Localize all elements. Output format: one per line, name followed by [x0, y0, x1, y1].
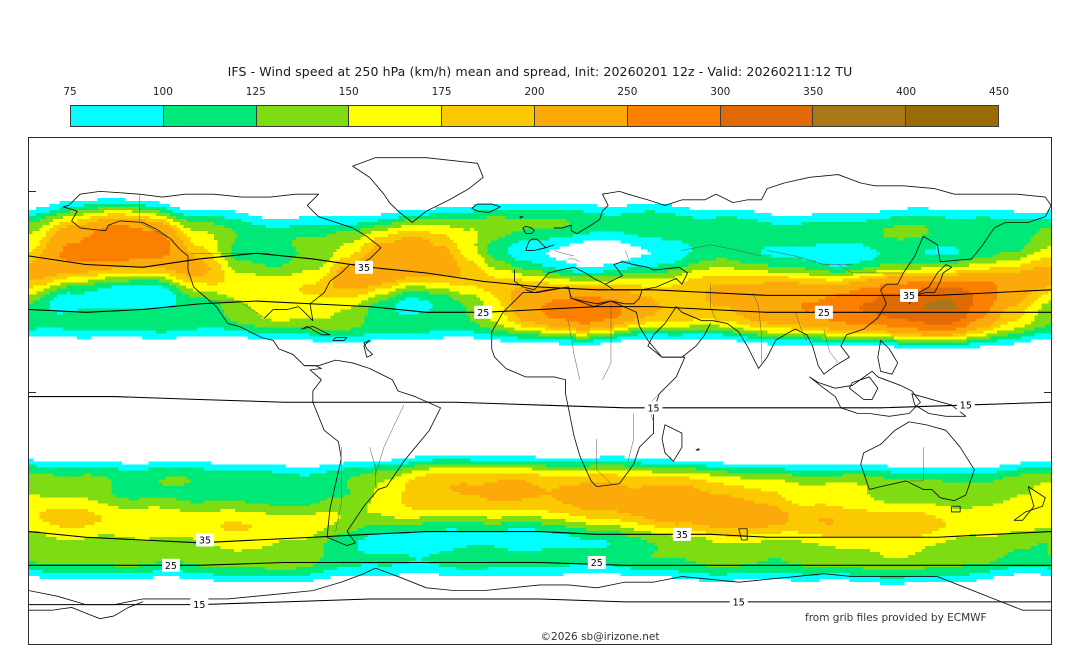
contour-label-35-0: 35: [358, 263, 370, 274]
colorbar-band-125: [257, 106, 350, 126]
axis-tick-left-2: [29, 392, 36, 393]
contour-label-15-0: 15: [648, 403, 660, 414]
colorbar-tick-450: 450: [989, 86, 1009, 98]
colorbar-band-175: [442, 106, 535, 126]
colorbar-tick-100: 100: [153, 86, 173, 98]
contour-label-35-1: 35: [903, 291, 915, 302]
colorbar-tick-labels: 75 100 125 150 175 200 250 300 350 400 450: [70, 86, 999, 100]
map-canvas: 35 35 25 25 15 15 35 35 25 25 15 15: [29, 138, 1051, 644]
axis-tick-left: [29, 191, 36, 192]
contour-label-15-0: 15: [193, 600, 205, 611]
colorbar-tick-150: 150: [339, 86, 359, 98]
colorbar-tick-75: 75: [63, 86, 76, 98]
contour-label-25-1: 25: [818, 308, 830, 319]
colorbar-band-400: [906, 106, 998, 126]
contour-label-35-1: 35: [676, 530, 688, 541]
contour-label-15-1: 15: [960, 401, 972, 412]
colorbar-band-150: [349, 106, 442, 126]
copyright-credit: ©2026 sb@irizone.net: [0, 631, 1080, 643]
page-title: IFS - Wind speed at 250 hPa (km/h) mean …: [0, 64, 1080, 79]
colorbar-band-200: [535, 106, 628, 126]
colorbar-band-250: [628, 106, 721, 126]
contour-label-15-1: 15: [733, 597, 745, 608]
colorbar-legend: 75 100 125 150 175 200 250 300 350 400 450: [70, 86, 999, 128]
colorbar-tick-300: 300: [710, 86, 730, 98]
colorbar-tick-175: 175: [432, 86, 452, 98]
colorbar-tick-250: 250: [617, 86, 637, 98]
colorbar-band-350: [813, 106, 906, 126]
grib-source-credit: from grib files provided by ECMWF: [805, 612, 987, 624]
map-plot-area: 35 35 25 25 15 15 35 35 25 25 15 15: [28, 137, 1052, 645]
contour-label-25-1: 25: [591, 558, 603, 569]
colorbar-band-100: [164, 106, 257, 126]
colorbar-tick-400: 400: [896, 86, 916, 98]
colorbar-bands: [70, 105, 999, 127]
contour-label-25-0: 25: [165, 561, 177, 572]
colorbar-tick-350: 350: [803, 86, 823, 98]
colorbar-band-75: [71, 106, 164, 126]
colorbar-tick-125: 125: [246, 86, 266, 98]
axis-tick-right: [1044, 392, 1051, 393]
colorbar-band-300: [721, 106, 814, 126]
colorbar-tick-200: 200: [524, 86, 544, 98]
contour-label-25-0: 25: [477, 308, 489, 319]
contour-label-35-0: 35: [199, 535, 211, 546]
